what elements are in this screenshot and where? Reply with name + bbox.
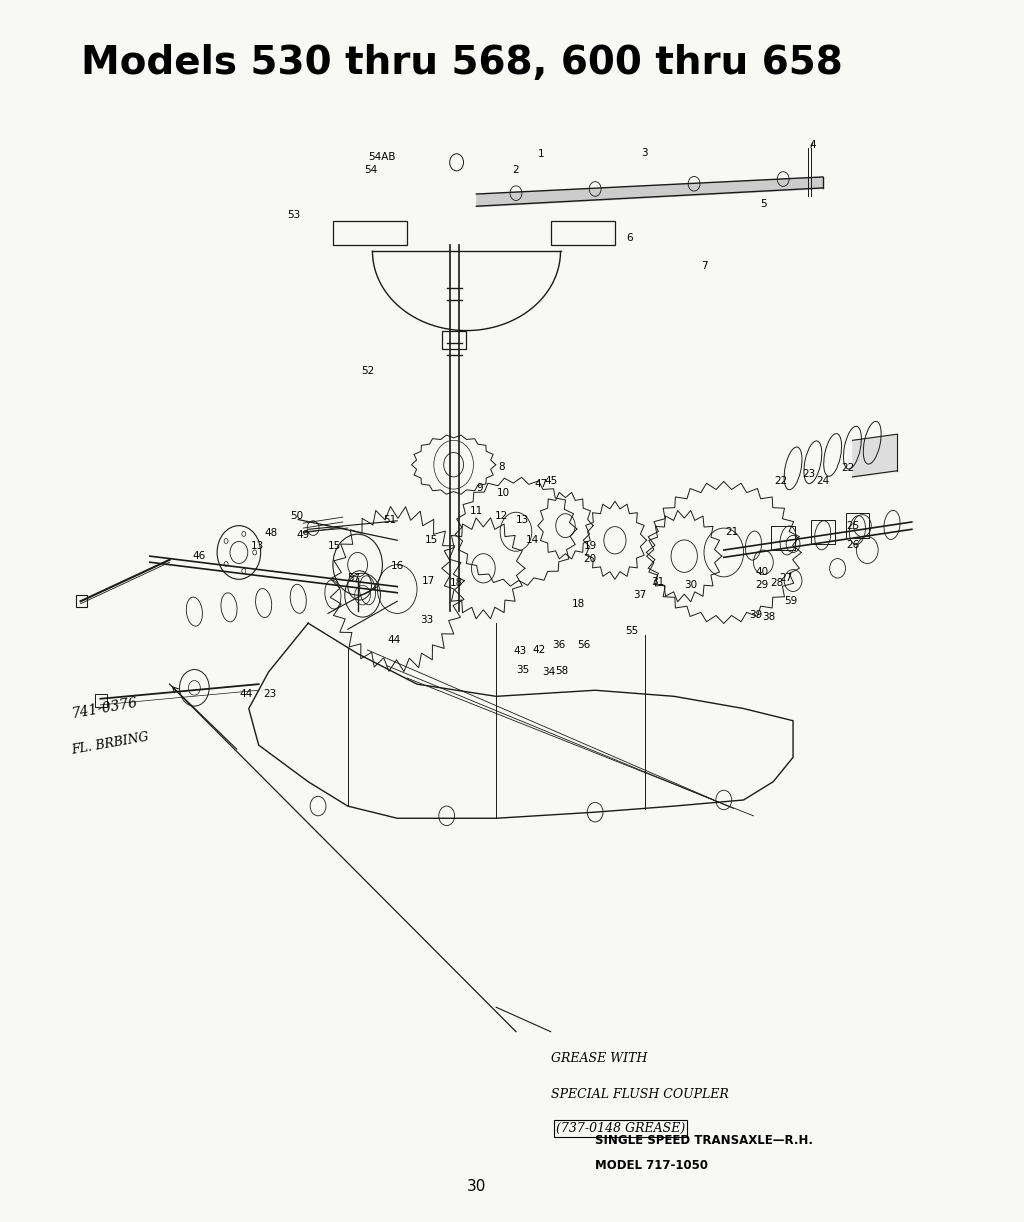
Text: 44: 44: [240, 689, 253, 699]
Text: 44: 44: [388, 635, 400, 645]
Text: 5: 5: [760, 199, 767, 209]
Text: 42: 42: [532, 645, 546, 655]
Bar: [76, 595, 87, 607]
Text: 55: 55: [625, 626, 638, 635]
Bar: [811, 519, 835, 544]
Text: 10: 10: [497, 488, 510, 497]
Text: 52: 52: [360, 365, 374, 376]
Text: 38: 38: [762, 612, 775, 622]
Text: 49: 49: [297, 530, 310, 540]
Text: 19: 19: [584, 541, 597, 551]
Text: 29: 29: [755, 580, 768, 590]
Text: 43: 43: [513, 646, 526, 656]
Text: 46: 46: [193, 551, 206, 561]
Text: 51: 51: [384, 514, 397, 524]
Text: 23: 23: [802, 469, 815, 479]
Text: GREASE WITH: GREASE WITH: [551, 1052, 647, 1064]
Text: 13: 13: [516, 514, 529, 524]
Text: FL. BRBING: FL. BRBING: [71, 731, 151, 758]
Text: 22: 22: [774, 475, 787, 485]
Text: 4: 4: [810, 141, 816, 150]
Text: 6: 6: [627, 233, 633, 243]
Bar: [551, 221, 615, 246]
Text: SPECIAL FLUSH COUPLER: SPECIAL FLUSH COUPLER: [551, 1088, 728, 1101]
Text: 28: 28: [771, 578, 783, 588]
Text: 30: 30: [467, 1179, 485, 1194]
Bar: [441, 331, 467, 348]
Text: 18: 18: [450, 578, 463, 588]
Text: 57: 57: [347, 573, 360, 583]
Text: 20: 20: [584, 554, 597, 563]
Text: 24: 24: [816, 475, 829, 485]
Text: Models 530 thru 568, 600 thru 658: Models 530 thru 568, 600 thru 658: [81, 44, 843, 82]
Text: 7: 7: [700, 262, 708, 271]
Text: 11: 11: [470, 506, 483, 516]
Text: 48: 48: [265, 528, 279, 538]
Text: 12: 12: [495, 511, 508, 521]
Text: 31: 31: [651, 577, 665, 587]
Text: 16: 16: [390, 561, 403, 571]
Text: 25: 25: [846, 521, 859, 530]
Text: 13: 13: [251, 541, 264, 551]
Bar: [333, 221, 408, 246]
Text: 59: 59: [784, 596, 798, 606]
Text: 53: 53: [287, 210, 300, 220]
Bar: [95, 694, 108, 708]
Text: 21: 21: [725, 527, 738, 536]
Text: 26: 26: [846, 540, 859, 550]
Text: 58: 58: [555, 666, 568, 676]
Text: 56: 56: [578, 640, 591, 650]
Text: SINGLE SPEED TRANSAXLE—R.H.: SINGLE SPEED TRANSAXLE—R.H.: [595, 1134, 813, 1147]
Text: 22: 22: [841, 463, 854, 473]
Text: 37: 37: [633, 590, 646, 600]
Text: 45: 45: [544, 475, 557, 485]
Text: 27: 27: [779, 573, 793, 583]
Bar: [846, 513, 869, 538]
Text: 54: 54: [364, 165, 377, 175]
Text: 17: 17: [422, 576, 435, 585]
Text: 15: 15: [425, 535, 438, 545]
Bar: [771, 525, 795, 550]
Text: 30: 30: [685, 580, 697, 590]
Text: 50: 50: [290, 511, 303, 521]
Text: 33: 33: [420, 615, 433, 624]
Text: 18: 18: [571, 599, 585, 609]
Text: 23: 23: [263, 689, 276, 699]
Text: 35: 35: [516, 665, 529, 675]
Text: 47: 47: [535, 479, 548, 489]
Text: 2: 2: [513, 165, 519, 175]
Text: MODEL 717-1050: MODEL 717-1050: [595, 1158, 709, 1172]
Text: 3: 3: [641, 148, 648, 158]
Text: 1: 1: [538, 149, 544, 159]
Text: 14: 14: [526, 535, 540, 545]
Text: 40: 40: [756, 567, 769, 577]
Text: 741-0376: 741-0376: [71, 695, 139, 721]
Text: (737-0148 GREASE): (737-0148 GREASE): [556, 1122, 685, 1135]
Text: 8: 8: [498, 462, 505, 472]
Text: 15: 15: [329, 541, 341, 551]
Text: 36: 36: [552, 640, 565, 650]
Text: 54AB: 54AB: [369, 153, 396, 163]
Text: 9: 9: [476, 483, 482, 492]
Text: 34: 34: [542, 667, 555, 677]
Text: 39: 39: [749, 610, 762, 620]
